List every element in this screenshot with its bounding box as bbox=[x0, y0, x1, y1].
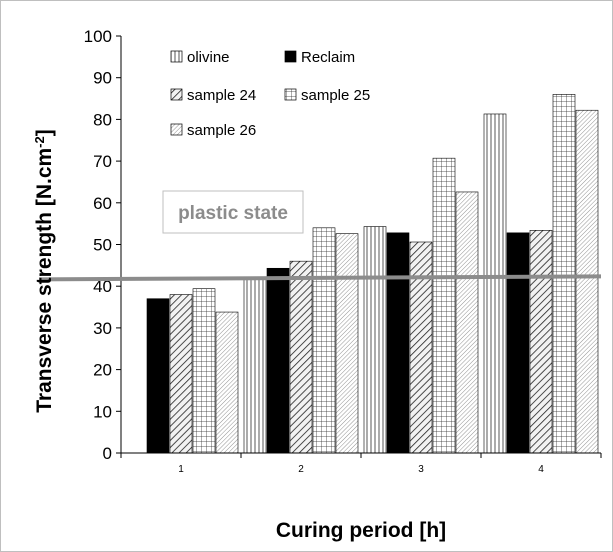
y-tick-label: 70 bbox=[93, 152, 112, 171]
threshold-line bbox=[38, 274, 602, 282]
y-tick-label: 0 bbox=[103, 444, 112, 463]
bar-olivine-2 bbox=[243, 277, 267, 454]
y-axis-title-sup: -2 bbox=[32, 136, 47, 148]
legend: olivine Reclaim sample 24 sample 25 sample 2… bbox=[170, 49, 370, 139]
bar-sample-25-2 bbox=[312, 227, 336, 454]
bar-reclaim-3 bbox=[386, 232, 410, 454]
bar-sample-26-4 bbox=[575, 109, 599, 454]
y-tick-label: 80 bbox=[93, 110, 112, 129]
annotation-text: plastic state bbox=[178, 203, 288, 224]
legend-swatch bbox=[170, 123, 183, 136]
bar-sample-25-3 bbox=[432, 157, 456, 454]
legend-label: sample 24 bbox=[187, 87, 256, 104]
x-tick-label: 3 bbox=[418, 464, 424, 475]
y-tick-label: 20 bbox=[93, 361, 112, 380]
bar-sample-26-2 bbox=[335, 233, 359, 454]
bar-reclaim-2 bbox=[266, 267, 290, 454]
legend-swatch bbox=[284, 50, 297, 63]
legend-label: Reclaim bbox=[301, 49, 355, 66]
legend-swatch bbox=[170, 88, 183, 101]
bar-olivine-3 bbox=[363, 226, 387, 454]
x-tick-label: 4 bbox=[538, 464, 544, 475]
legend-swatch bbox=[170, 50, 183, 63]
x-axis-title: Curing period [h] bbox=[276, 519, 446, 542]
x-tick-label: 2 bbox=[298, 464, 304, 475]
y-tick-label: 40 bbox=[93, 277, 112, 296]
legend-label: sample 26 bbox=[187, 122, 256, 139]
legend-label: sample 25 bbox=[301, 87, 370, 104]
y-tick-label: 50 bbox=[93, 236, 112, 255]
bar-sample-26-1 bbox=[215, 311, 239, 454]
bar-sample-24-2 bbox=[289, 260, 313, 454]
annotation-box: plastic state bbox=[162, 190, 304, 234]
y-axis-title-end: ] bbox=[33, 129, 56, 136]
bar-reclaim-4 bbox=[506, 232, 530, 454]
y-tick-label: 30 bbox=[93, 319, 112, 338]
y-axis-title: Transverse strength [N.cm-2] bbox=[32, 129, 57, 413]
legend-label: olivine bbox=[187, 49, 230, 66]
y-tick-label: 10 bbox=[93, 402, 112, 421]
legend-swatch bbox=[284, 88, 297, 101]
y-tick-label: 100 bbox=[84, 27, 112, 46]
y-axis-title-main: Transverse strength [N.cm bbox=[33, 148, 56, 413]
bar-sample-26-3 bbox=[455, 191, 479, 454]
bar-sample-24-4 bbox=[529, 230, 553, 454]
y-tick-label: 60 bbox=[93, 194, 112, 213]
bar-sample-25-1 bbox=[192, 288, 216, 454]
bar-sample-24-3 bbox=[409, 241, 433, 454]
y-tick-label: 90 bbox=[93, 69, 112, 88]
bar-olivine-4 bbox=[483, 113, 507, 454]
x-tick-label: 1 bbox=[178, 464, 184, 475]
bar-sample-25-4 bbox=[552, 94, 576, 454]
bar-sample-24-1 bbox=[169, 294, 193, 454]
bar-reclaim-1 bbox=[146, 298, 170, 454]
